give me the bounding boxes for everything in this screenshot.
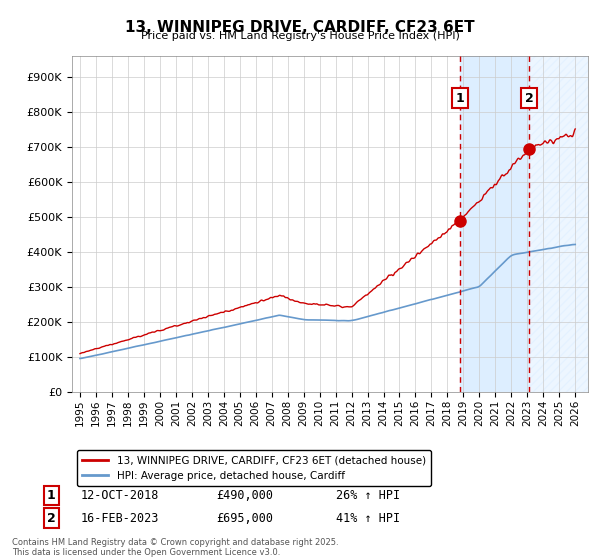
Text: 16-FEB-2023: 16-FEB-2023 (81, 511, 160, 525)
Text: 12-OCT-2018: 12-OCT-2018 (81, 489, 160, 502)
Text: £695,000: £695,000 (216, 511, 273, 525)
Text: Price paid vs. HM Land Registry's House Price Index (HPI): Price paid vs. HM Land Registry's House … (140, 31, 460, 41)
Legend: 13, WINNIPEG DRIVE, CARDIFF, CF23 6ET (detached house), HPI: Average price, deta: 13, WINNIPEG DRIVE, CARDIFF, CF23 6ET (d… (77, 450, 431, 486)
Text: 26% ↑ HPI: 26% ↑ HPI (336, 489, 400, 502)
Text: 1: 1 (47, 489, 55, 502)
Text: 1: 1 (455, 91, 464, 105)
Text: 13, WINNIPEG DRIVE, CARDIFF, CF23 6ET: 13, WINNIPEG DRIVE, CARDIFF, CF23 6ET (125, 20, 475, 35)
Bar (529, 56, 588, 392)
Text: 41% ↑ HPI: 41% ↑ HPI (336, 511, 400, 525)
Text: 2: 2 (47, 511, 55, 525)
Text: 2: 2 (525, 91, 533, 105)
Text: Contains HM Land Registry data © Crown copyright and database right 2025.
This d: Contains HM Land Registry data © Crown c… (12, 538, 338, 557)
Bar (460, 56, 529, 392)
Text: £490,000: £490,000 (216, 489, 273, 502)
